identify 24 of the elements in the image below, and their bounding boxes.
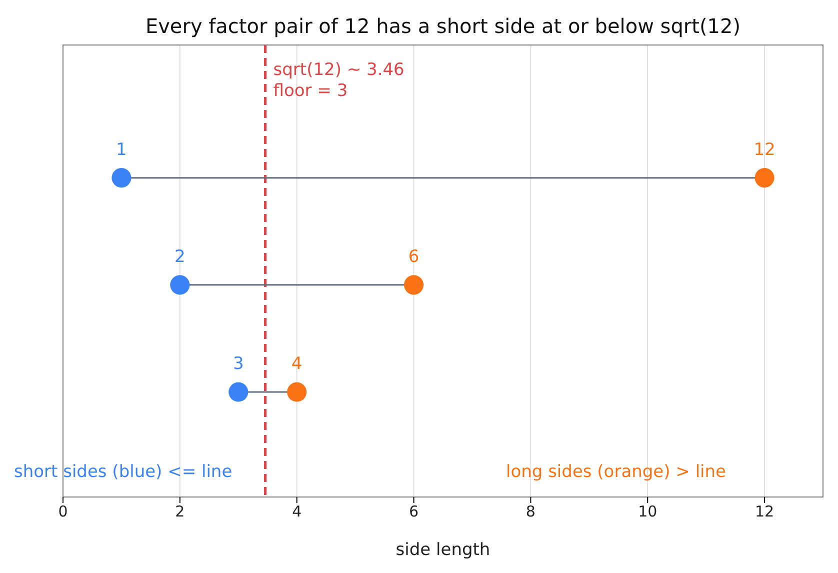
data-label: 3 <box>232 354 244 374</box>
data-label: 6 <box>408 246 420 267</box>
x-tick-label: 8 <box>526 502 536 521</box>
data-label: 12 <box>754 140 776 160</box>
x-tick-label: 0 <box>58 502 68 521</box>
point <box>754 168 774 188</box>
data-label: 1 <box>116 140 127 160</box>
x-tick-label: 2 <box>175 502 185 521</box>
annotation: long sides (orange) > line <box>506 462 726 482</box>
point <box>228 382 248 402</box>
x-tick-label: 10 <box>638 502 658 521</box>
annotation: short sides (blue) <= line <box>14 462 232 482</box>
data-label: 2 <box>174 246 186 267</box>
ref-line-label: sqrt(12) ~ 3.46 floor = 3 <box>273 60 404 101</box>
x-tick-label: 12 <box>754 502 774 521</box>
point <box>404 275 424 295</box>
x-axis-title: side length <box>396 540 490 560</box>
point <box>287 382 307 402</box>
x-tick-label: 6 <box>408 502 419 521</box>
data-label: 4 <box>291 354 302 374</box>
point <box>112 168 132 188</box>
chart-title: Every factor pair of 12 has a short side at or below sqrt(12) <box>145 14 741 38</box>
x-tick-label: 4 <box>292 502 302 521</box>
point <box>170 275 190 295</box>
